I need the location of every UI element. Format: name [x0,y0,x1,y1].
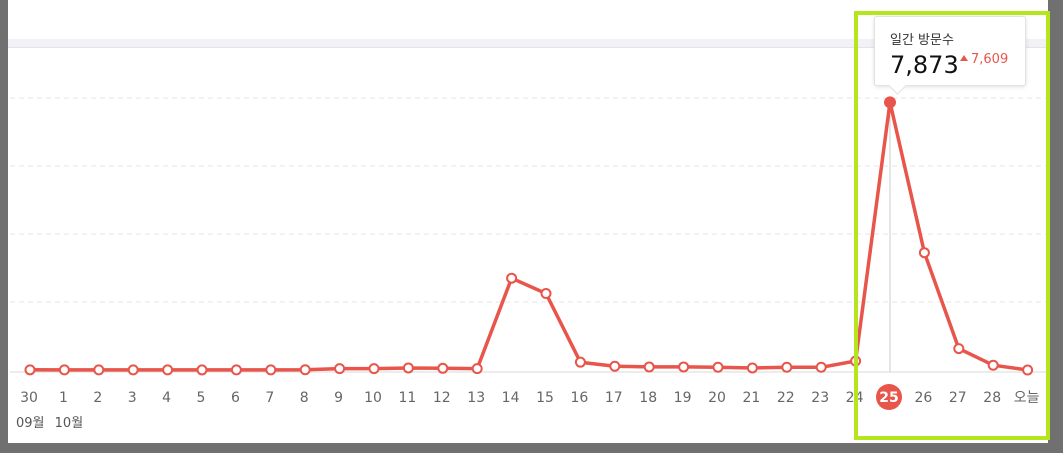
x-tick-label[interactable]: 14 [502,390,520,406]
data-point[interactable] [574,356,586,368]
data-point[interactable] [540,288,552,299]
data-point[interactable] [471,363,483,375]
x-tick-label[interactable]: 27 [949,390,967,406]
x-tick-label[interactable]: 3 [128,390,137,406]
data-point[interactable] [506,272,518,284]
x-tick-label[interactable]: 25 [879,390,898,406]
x-tick-label[interactable]: 1 [59,390,68,406]
x-tick-label[interactable]: 10 [364,390,382,406]
data-point[interactable] [746,362,758,374]
x-tick-label[interactable]: 8 [300,390,309,406]
tooltip-title: 일간 방문수 [890,33,954,48]
x-tick-label[interactable]: 7 [265,390,274,406]
data-point[interactable] [334,363,346,375]
x-tick-label[interactable]: 18 [639,390,657,406]
month-label-oct: 10월 [54,416,84,431]
up-triangle-icon [960,55,968,61]
data-point[interactable] [437,362,449,374]
data-point[interactable] [265,364,277,376]
x-tick-label[interactable]: 28 [983,390,1001,406]
data-point[interactable] [196,364,208,376]
data-point[interactable] [884,96,896,109]
month-labels: 09월 10월 [16,412,89,431]
data-point[interactable] [609,360,621,372]
data-point[interactable] [58,364,70,376]
x-tick-label[interactable]: 16 [570,390,588,406]
x-tick-label[interactable]: 15 [536,390,554,406]
data-point[interactable] [230,364,242,376]
data-point[interactable] [127,364,139,376]
data-points [24,96,1034,376]
x-tick-label[interactable]: 2 [93,390,102,406]
data-point[interactable] [24,364,36,376]
data-point[interactable] [93,364,105,376]
panel-header-band [8,39,1048,48]
x-tick-label[interactable]: 20 [708,390,726,406]
x-axis-ticks: 30 1 2 3 4 5 6 7 8 9 10 11 12 13 14 15 16 17 18 19 20 21 22 23 2… [20,384,1040,410]
gridlines [10,97,1048,373]
highlight-box [854,11,1050,440]
x-tick-label[interactable]: 21 [742,390,760,406]
tooltip-change: 7,609 [960,52,1008,67]
data-point[interactable] [987,359,999,371]
x-tick-label[interactable]: 9 [334,390,343,406]
data-point[interactable] [815,361,827,373]
x-tick-label[interactable]: 17 [605,390,623,406]
x-tick-label[interactable]: 5 [197,390,206,406]
data-point[interactable] [953,343,965,355]
data-point[interactable] [712,361,724,373]
x-tick-label[interactable]: 19 [674,390,692,406]
data-point[interactable] [368,363,380,375]
x-tick-label[interactable]: 12 [433,390,451,406]
x-tick-label[interactable]: 13 [467,390,485,406]
x-tick-label[interactable]: 4 [162,390,171,406]
x-tick-label[interactable]: 6 [231,390,240,406]
tooltip: 일간 방문수 7,873 7,609 [874,16,1026,95]
data-point[interactable] [918,247,930,259]
tooltip-value: 7,873 [890,51,959,79]
data-point[interactable] [1022,364,1034,376]
month-label-sep: 09월 [16,416,45,431]
data-point[interactable] [678,361,690,373]
x-tick-label[interactable]: 23 [811,390,829,406]
data-point[interactable] [299,364,311,376]
data-point[interactable] [781,361,793,373]
x-tick-label[interactable]: 30 [20,390,38,406]
tooltip-change-value: 7,609 [971,52,1009,67]
x-tick-label[interactable]: 오늘 [1014,390,1040,406]
data-point[interactable] [402,362,414,374]
active-tick-badge [876,384,902,410]
x-tick-label[interactable]: 22 [777,390,795,406]
x-tick-label[interactable]: 26 [914,390,932,406]
x-tick-label[interactable]: 11 [398,390,416,406]
series-line [29,100,1028,372]
data-point[interactable] [643,361,655,373]
data-point[interactable] [162,364,174,376]
